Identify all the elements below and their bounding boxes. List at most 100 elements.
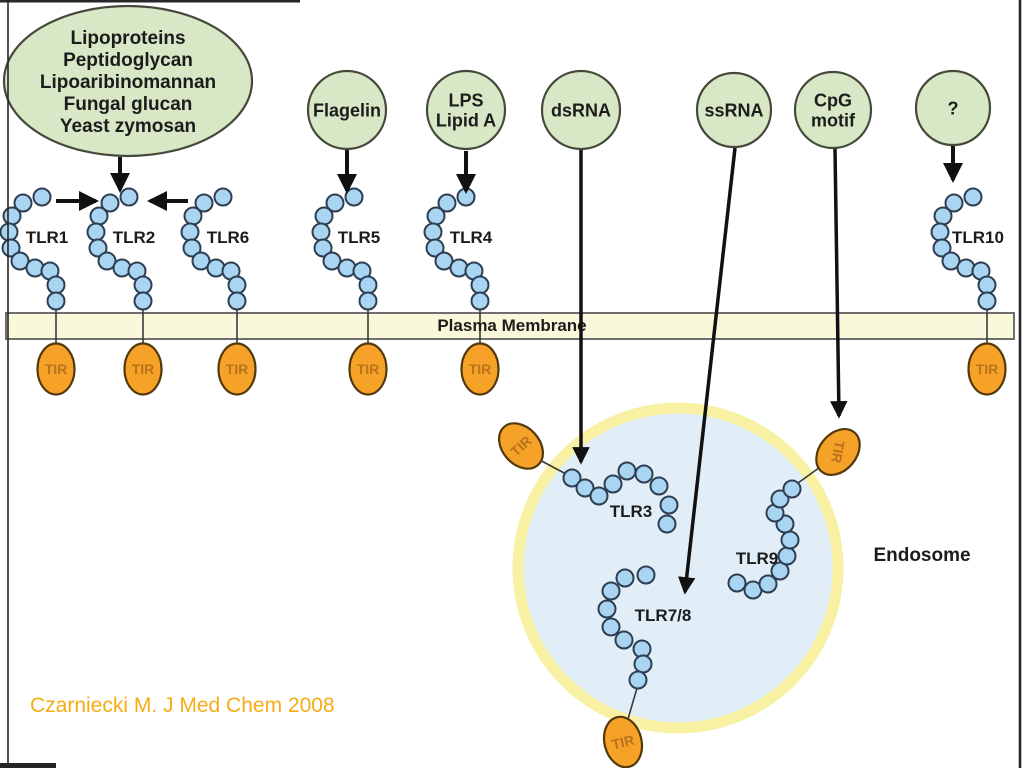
ligand-label: Lipoproteins Peptidoglycan Lipoaribinomann… [40,28,216,137]
lrr-bead [119,187,139,207]
receptor-label-tlr6: TLR6 [207,228,250,247]
tir-domain-tlr3: TIR [497,422,545,470]
ligand-bubble [306,69,388,151]
lrr-bead [780,530,800,550]
lrr-bead [449,258,469,278]
lrr-bead [727,573,747,593]
lrr-bead [603,474,623,494]
ligand-unknown: ? [914,69,992,147]
lrr-bead [628,670,648,690]
tir-domain-tlr5: TIR [348,342,388,396]
arrow-ssrna-to-tlr7-8 [677,147,737,595]
receptor-label-tlr9: TLR9 [736,549,779,568]
ligand-lps: LPS Lipid A [425,69,507,151]
ligand-ssrna: ssRNA [695,71,773,149]
lrr-bead [2,206,22,226]
lrr-bead [649,476,669,496]
endosome-vesicle [512,402,844,734]
tir-domain-tlr9: TIR [815,428,861,476]
lrr-bead [86,222,106,242]
lrr-bead [770,489,790,509]
tir-label: TIR [357,361,380,377]
lrr-bead [977,291,997,311]
receptor-label-tlr1: TLR1 [26,228,69,247]
receptor-label-tlr3: TLR3 [610,502,653,521]
citation-text: Czarniecki M. J Med Chem 2008 [30,694,335,717]
lrr-bead [182,238,202,258]
lrr-bead [10,251,30,271]
lrr-bead [97,251,117,271]
ligand-cpg: CpG motif [793,70,873,150]
ligand-label: dsRNA [551,100,611,120]
tir-domain-tlr10: TIR [967,342,1007,396]
lrr-bead [770,561,790,581]
lrr-bead [88,238,108,258]
tir-domain-tlr2: TIR [123,342,163,396]
tir-label: TIR [132,361,155,377]
lrr-bead [633,654,653,674]
lrr-bead [589,486,609,506]
receptor-label-tlr7-8: TLR7/8 [635,606,692,625]
tir-domain-tlr1: TIR [36,342,76,396]
lrr-bead [100,193,120,213]
ligand-bubble [695,71,773,149]
lrr-bead [956,258,976,278]
ligand-bubble [425,69,507,151]
ligand-label: Flagelin [313,100,381,120]
lrr-bead [470,275,490,295]
lrr-bead [180,222,200,242]
tir-domain-tlr7-8: TIR [602,715,644,768]
lrr-bead [614,630,634,650]
lrr-bead [32,187,52,207]
ligand-dsrna: dsRNA [540,69,622,151]
lrr-bead [659,495,679,515]
lrr-bead [601,617,621,637]
slide-edge-strip-bottom [0,763,56,768]
lrr-bead [657,514,677,534]
lrr-bead [932,238,952,258]
ligand-bubble [914,69,992,147]
lrr-bead [963,187,983,207]
ligand-bubble [2,4,254,158]
plasma-membrane-label: Plasma Membrane [437,316,586,335]
lrr-bead [313,238,333,258]
lrr-bead [977,275,997,295]
lrr-bead [358,275,378,295]
slide-edge-strip-top [0,0,300,3]
lrr-bead [636,565,656,585]
receptor-tlr2: TLR2 [86,187,155,347]
tir-label: TIR [45,361,68,377]
lrr-bead [311,222,331,242]
lrr-bead [615,568,635,588]
lrr-bead [227,275,247,295]
tir-label: TIR [976,361,999,377]
endosome-label: Endosome [873,545,970,566]
lrr-bead [617,461,637,481]
lrr-bead [25,258,45,278]
lrr-bead [0,222,19,242]
ligand-bubble [793,70,873,150]
receptor-tlr7-8: TLR7/8 [597,565,692,720]
lrr-bead [470,291,490,311]
arrow-cpg-to-tlr9 [830,148,848,419]
lrr-bead [777,546,797,566]
receptor-label-tlr5: TLR5 [338,228,381,247]
ligand-bubble [540,69,622,151]
ligand-flagelin: Flagelin [306,69,388,151]
receptor-stem [627,687,638,720]
lrr-bead [933,206,953,226]
lrr-bead [941,251,961,271]
plasma-membrane-band [5,312,1015,340]
tir-domain-tlr6: TIR [217,342,257,396]
lrr-bead [358,291,378,311]
lrr-bead [112,258,132,278]
lrr-bead [183,206,203,226]
lrr-bead [213,187,233,207]
lrr-bead [344,187,364,207]
lrr-bead [194,193,214,213]
tir-domain-tlr4: TIR [460,342,500,396]
lrr-bead [322,251,342,271]
lrr-bead [337,258,357,278]
